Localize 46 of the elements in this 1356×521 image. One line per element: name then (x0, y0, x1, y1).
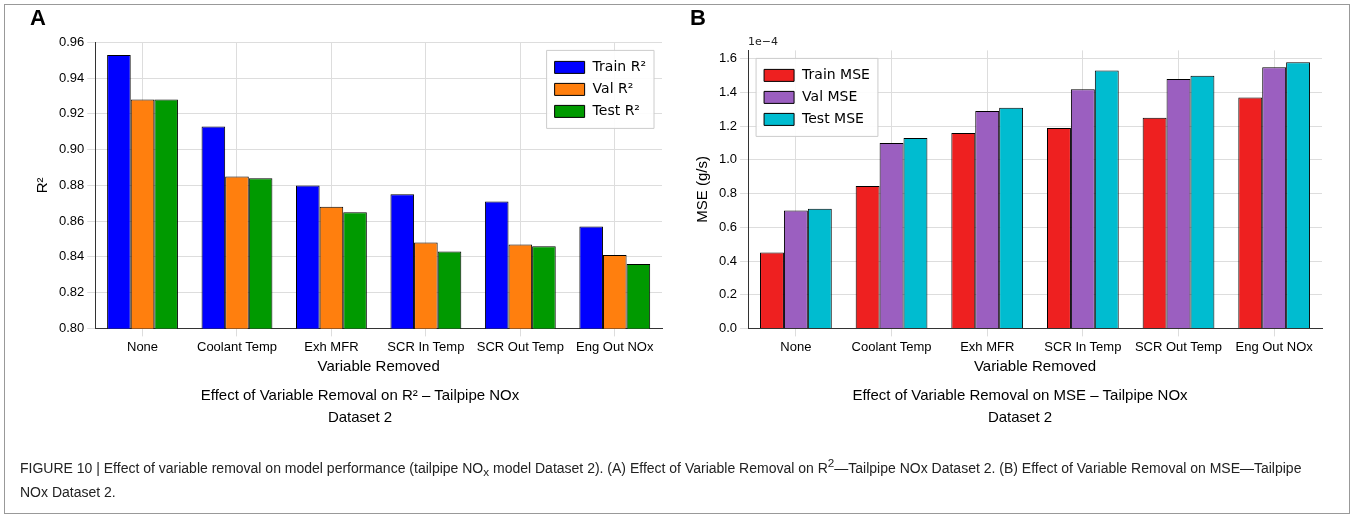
y-axis-title: MSE (g/s) (693, 156, 711, 223)
y-tick-label: 0.0 (718, 319, 738, 335)
y-tick-label: 1.4 (718, 84, 738, 100)
legend-label: Train MSE (801, 66, 870, 83)
y-tick-label: 0.82 (58, 284, 85, 300)
x-axis-title: Variable Removed (317, 357, 440, 375)
y-tick-label: 0.6 (718, 218, 738, 234)
chart-title: B (690, 5, 706, 31)
legend-label: Test R² (591, 102, 640, 119)
x-axis-title: Variable Removed (973, 357, 1097, 375)
x-tick-label: Exh MFR (960, 338, 1015, 354)
text: Effect of Variable Removal on R² – Tailpipe NOx Dataset 2 (199, 385, 521, 427)
x-tick-label: SCR Out Temp (1134, 338, 1223, 354)
y-tick-label: 0.84 (58, 248, 85, 264)
text: FIGURE 10 | Effect of variable removal on model performance (tailpipe NO$_{x}$ model Dataset 2). (A) Effect of Variable Removal on R$^{2}$—Tailpipe NOx Dataset 2. (B) Effect of Variable Removal on MSE—Tailpipe NOx Dataset 2. (20, 456, 1302, 501)
y-tick-label: 0.2 (718, 286, 738, 302)
x-tick-label: SCR In Temp (1044, 338, 1122, 354)
y-tick-label: 0.86 (58, 212, 85, 228)
legend-label: Test MSE (801, 110, 864, 127)
x-tick-label: None (780, 338, 812, 354)
y-axis-title: R² (33, 177, 51, 194)
x-tick-label: Eng Out NOx (1235, 338, 1314, 354)
chart-title: A (30, 5, 46, 31)
x-tick-label: SCR Out Temp (476, 338, 564, 354)
text: 1e−4 (748, 34, 779, 48)
text: Effect of Variable Removal on MSE – Tailpipe NOx Dataset 2 (851, 385, 1189, 427)
y-tick-label: 0.96 (58, 33, 85, 49)
x-tick-label: Coolant Temp (196, 338, 277, 354)
legend-label: Val MSE (802, 88, 858, 105)
x-tick-label: Exh MFR (304, 338, 359, 354)
x-tick-label: Eng Out NOx (576, 338, 654, 354)
y-tick-label: 0.94 (58, 69, 85, 85)
x-tick-label: SCR In Temp (387, 338, 465, 354)
y-tick-label: 0.92 (58, 105, 85, 121)
legend-label: Train R² (591, 58, 647, 75)
y-tick-label: 0.88 (58, 176, 85, 192)
y-tick-label: 1.0 (718, 151, 738, 167)
y-tick-label: 0.4 (718, 252, 738, 268)
y-tick-label: 0.80 (58, 319, 85, 335)
y-tick-label: 1.6 (718, 50, 738, 66)
y-tick-label: 0.90 (58, 141, 85, 157)
legend-label: Val R² (592, 80, 634, 97)
x-tick-label: None (126, 338, 159, 354)
x-tick-label: Coolant Temp (851, 338, 932, 354)
y-tick-label: 0.8 (718, 185, 738, 201)
y-tick-label: 1.2 (718, 117, 738, 133)
